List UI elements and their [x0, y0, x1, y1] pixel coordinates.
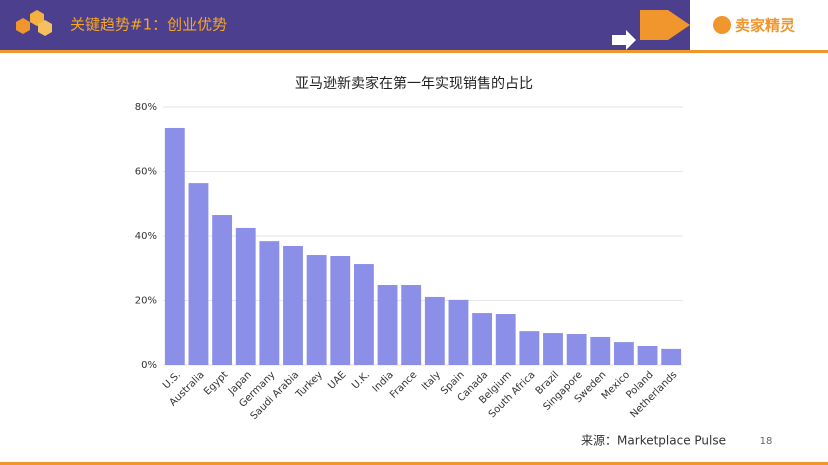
bar: [448, 299, 469, 365]
bar: [235, 227, 256, 365]
bar: [424, 296, 445, 365]
bar: [472, 313, 493, 365]
bar: [259, 241, 280, 365]
header-rule: [0, 50, 828, 53]
bar: [306, 255, 327, 365]
header-title: 关键趋势#1：创业优势: [70, 16, 227, 34]
bar: [330, 255, 351, 365]
bar: [377, 285, 398, 365]
page-number: 18: [760, 436, 773, 447]
brand-icon: [713, 16, 731, 34]
bar: [543, 333, 563, 365]
bar: [637, 345, 658, 365]
bar: [353, 264, 374, 365]
bar: [613, 342, 634, 365]
bar: [212, 215, 233, 365]
footer-rule: [0, 462, 828, 465]
y-tick-label: 20%: [135, 296, 157, 307]
bar: [164, 127, 185, 366]
logo-hexes: [16, 10, 52, 36]
source: 来源：Marketplace Pulse: [581, 434, 726, 448]
chart-title: 亚马逊新卖家在第一年实现销售的占比: [295, 75, 533, 92]
y-tick-label: 40%: [135, 231, 157, 242]
bar: [495, 314, 516, 365]
bar: [188, 183, 209, 365]
bar: [519, 331, 540, 365]
bar: [283, 245, 303, 365]
bar: [566, 334, 587, 365]
y-tick-label: 60%: [135, 167, 157, 178]
brand-arrow: [640, 10, 690, 40]
arrow-icon: [612, 30, 636, 50]
y-tick-label: 0%: [141, 360, 157, 371]
bar: [590, 336, 611, 365]
y-tick-label: 80%: [135, 102, 157, 113]
bar: [401, 285, 422, 365]
brand-name: 卖家精灵: [735, 17, 796, 35]
bar: [661, 348, 682, 365]
